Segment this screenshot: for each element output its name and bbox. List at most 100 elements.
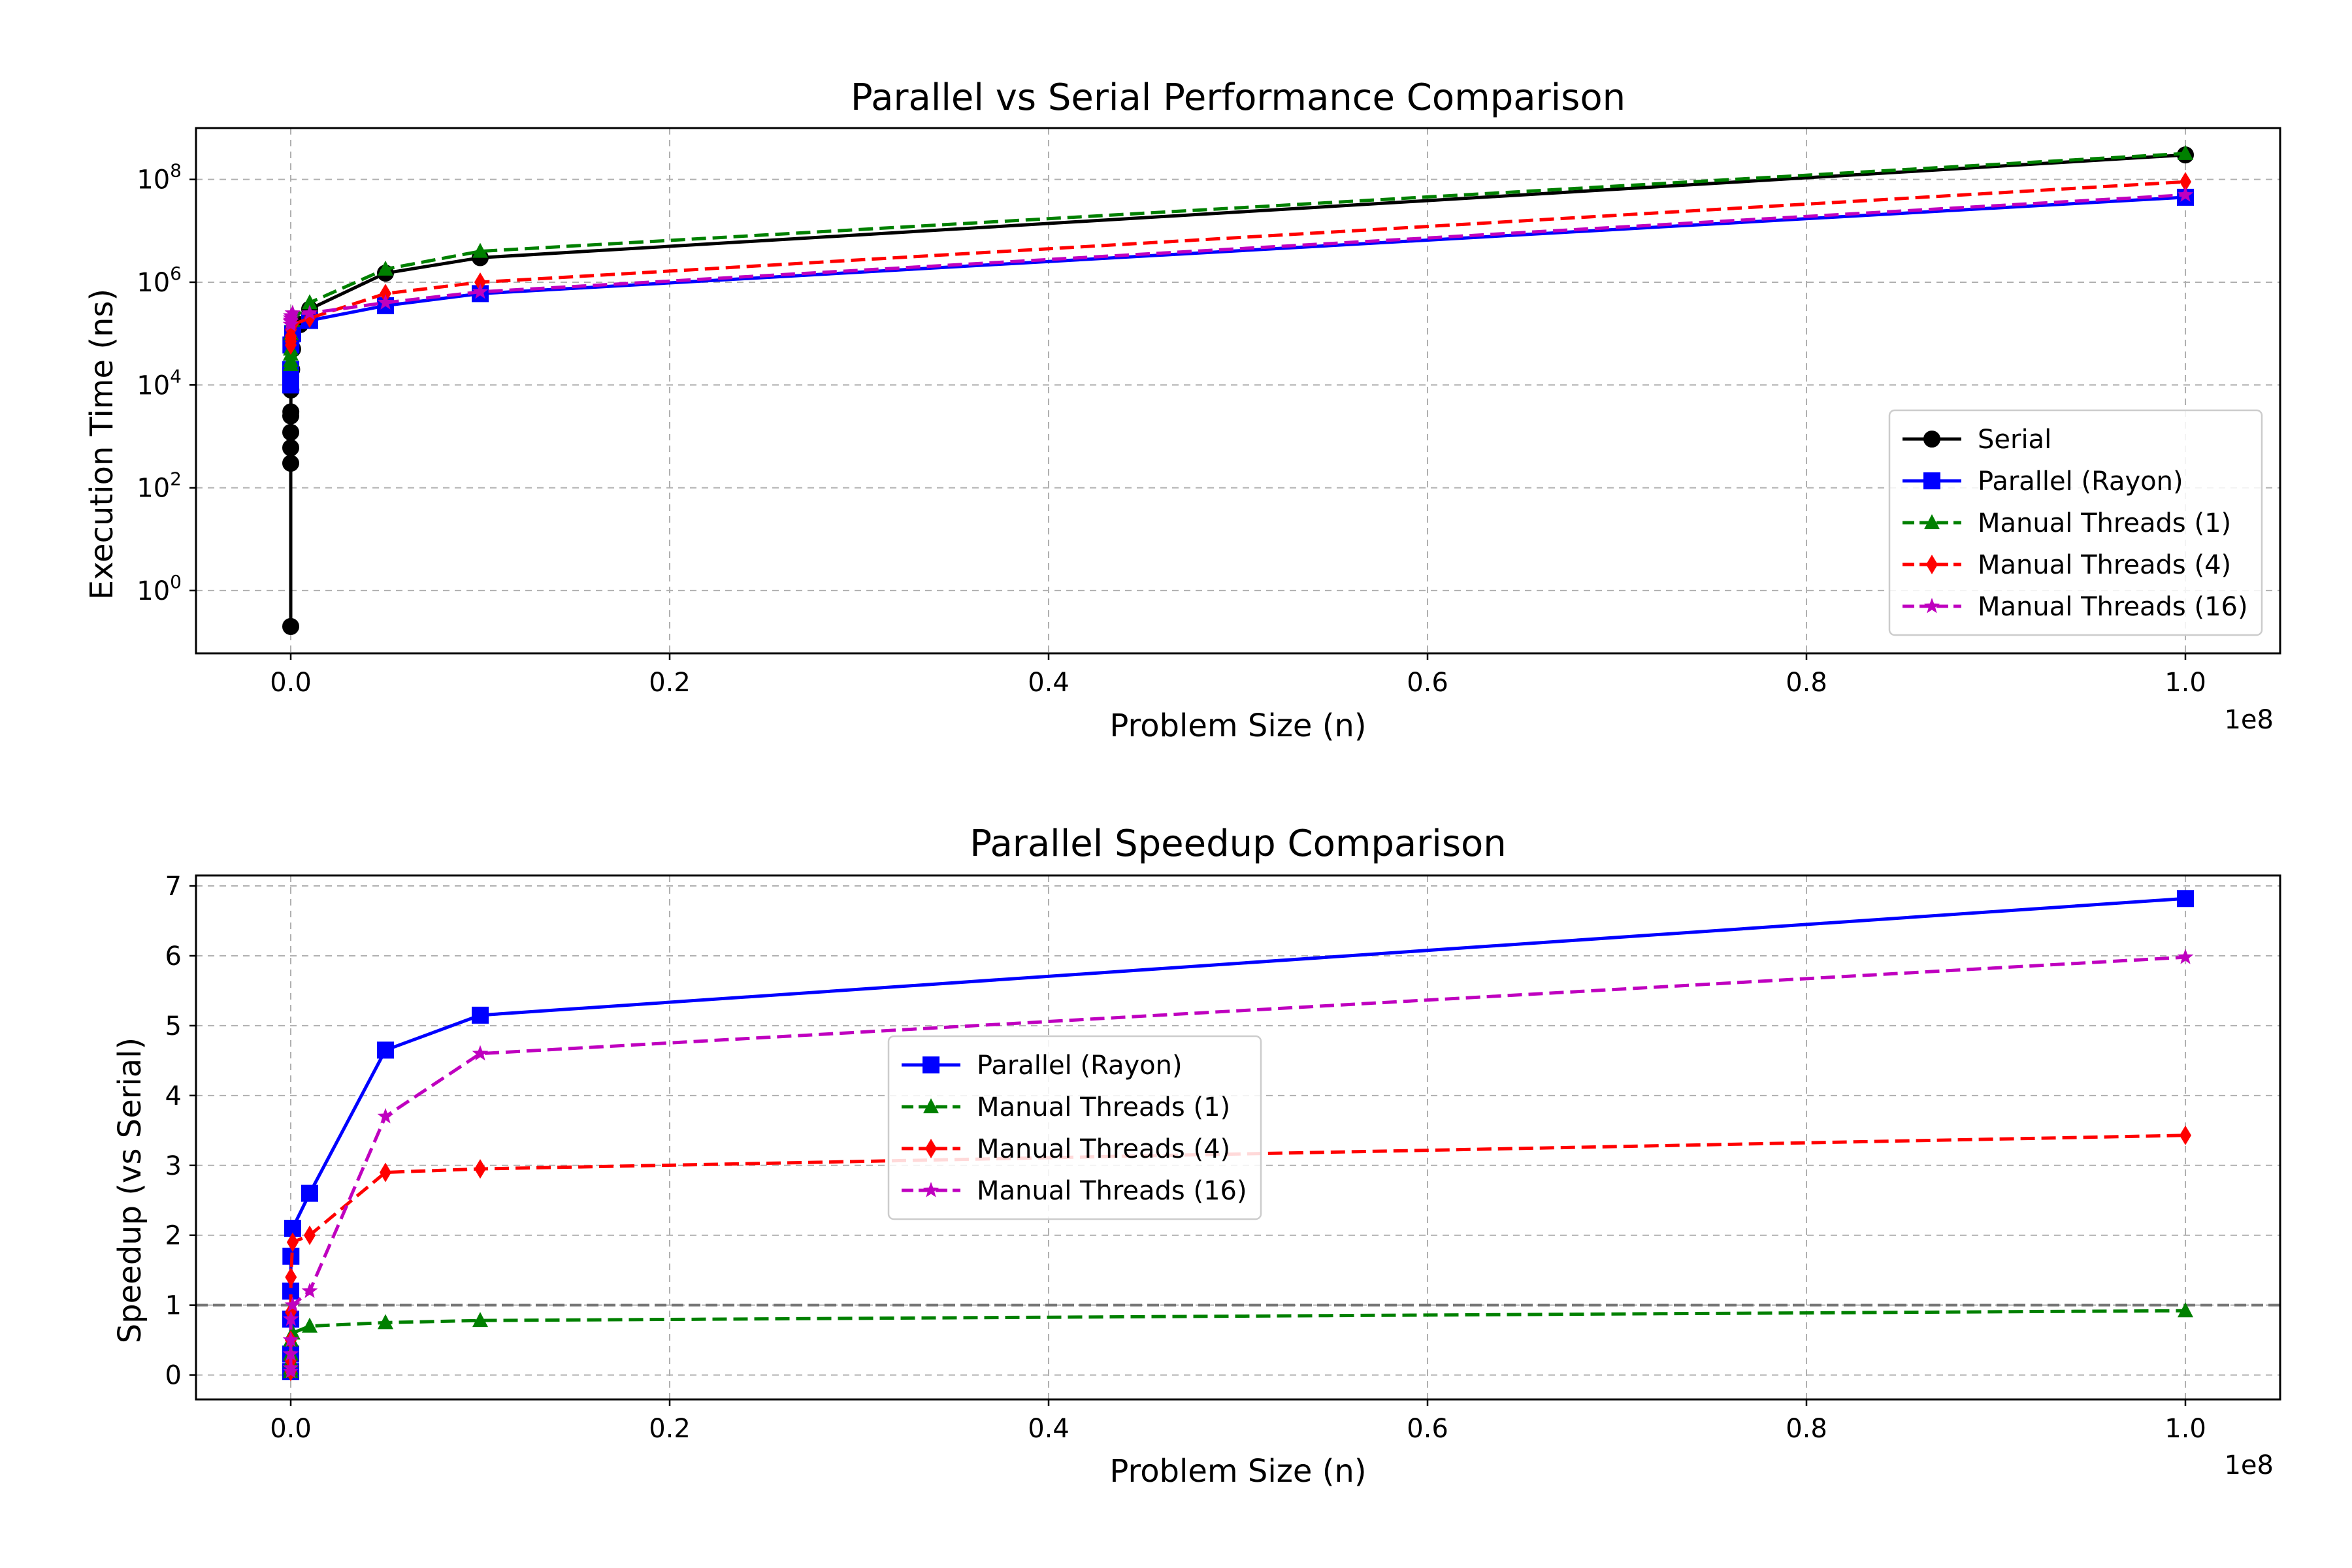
plot-frame: [195, 874, 2281, 1401]
data-point: [282, 439, 300, 457]
data-point: [472, 242, 488, 258]
legend-marker: [1926, 555, 1938, 574]
y-tick-label: 4: [165, 1081, 182, 1111]
y-tick-label: 0: [165, 1361, 182, 1391]
data-point: [301, 1184, 318, 1202]
x-tick-label: 1.0: [2164, 1414, 2206, 1444]
data-point: [282, 1359, 299, 1375]
legend-item: Parallel (Rayon): [1903, 466, 2183, 497]
y-tick-label: 7: [165, 872, 182, 902]
legend-item: Serial: [1903, 425, 2051, 455]
data-point: [380, 284, 391, 304]
data-point: [2178, 144, 2193, 160]
legend-marker: [923, 1056, 939, 1073]
legend-item: Manual Threads (1): [1903, 508, 2231, 538]
legend-item: Manual Threads (4): [1903, 550, 2231, 580]
legend-marker: [925, 1139, 937, 1158]
data-point: [284, 304, 301, 320]
x-axis-ticks: 0.0 0.2 0.4 0.6 0.8 1.0: [270, 1399, 2206, 1444]
legend-box: [1888, 409, 2263, 636]
x-tick-label: 0.6: [1407, 668, 1448, 698]
y-tick-label: 6: [165, 941, 182, 972]
y-tick-label: 100: [137, 571, 182, 606]
x-tick-label: 0.0: [270, 668, 312, 698]
legend-marker: [1923, 431, 1940, 448]
data-point: [2177, 949, 2194, 964]
legend-label: Manual Threads (16): [977, 1176, 1247, 1206]
data-point: [377, 1041, 394, 1059]
data-point: [2178, 1302, 2193, 1318]
x-tick-label: 0.8: [1786, 1414, 1827, 1444]
y-tick-label: 1: [165, 1291, 182, 1321]
legend: Parallel (Rayon) Manual Threads (1) Manual…: [887, 1035, 1262, 1220]
x-tick-label: 0.2: [649, 1414, 691, 1444]
legend-item: Manual Threads (4): [902, 1134, 1230, 1164]
y-tick-label: 104: [137, 365, 182, 400]
data-point: [474, 1159, 486, 1179]
data-point: [282, 403, 300, 421]
x-axis-ticks: 0.0 0.2 0.4 0.6 0.8 1.0: [270, 653, 2206, 698]
legend-marker: [923, 1098, 939, 1113]
plot-frame: [195, 127, 2281, 655]
x-tick-label: 1.0: [2164, 668, 2206, 698]
legend-marker: [923, 1182, 939, 1198]
chart-title: Parallel Speedup Comparison: [970, 823, 1507, 865]
data-point: [282, 1331, 299, 1347]
legend-label: Manual Threads (4): [977, 1134, 1230, 1164]
data-point: [472, 1006, 489, 1024]
x-tick-label: 0.4: [1028, 668, 1070, 698]
data-point: [304, 1225, 316, 1245]
y-tick-label: 5: [165, 1011, 182, 1041]
series-manual-threads-16: [282, 949, 2194, 1379]
legend-marker: [1924, 514, 1940, 529]
data-point: [282, 617, 300, 635]
data-point: [2177, 890, 2194, 907]
legend-item: Manual Threads (16): [1903, 592, 2248, 622]
legend-label: Manual Threads (1): [977, 1092, 1230, 1122]
legend-marker: [1923, 598, 1940, 613]
y-tick-label: 2: [165, 1221, 182, 1251]
data-point: [301, 1282, 318, 1298]
legend-label: Serial: [1978, 425, 2051, 455]
y-axis-label: Speedup (vs Serial): [112, 1037, 148, 1344]
x-axis-offset-label: 1e8: [2224, 1450, 2274, 1480]
legend-label: Parallel (Rayon): [977, 1051, 1183, 1081]
data-point: [284, 1296, 301, 1313]
data-point: [302, 1317, 318, 1333]
x-axis-label: Problem Size (n): [1109, 1453, 1366, 1490]
data-point: [2177, 186, 2194, 202]
data-point: [2180, 1125, 2191, 1145]
legend-item: Manual Threads (1): [902, 1092, 1230, 1122]
y-axis-label: Execution Time (ns): [84, 289, 120, 600]
legend-label: Manual Threads (16): [1978, 592, 2248, 622]
data-point: [377, 294, 394, 310]
legend-label: Parallel (Rayon): [1978, 466, 2183, 497]
legend-item: Manual Threads (16): [902, 1176, 1247, 1206]
data-point: [286, 1232, 299, 1252]
data-point: [282, 1345, 299, 1362]
series-manual-threads-4: [285, 172, 2191, 355]
x-axis-label: Problem Size (n): [1109, 708, 1366, 744]
data-point: [378, 260, 393, 276]
speedup-chart: Parallel Speedup Comparison Problem Size…: [112, 823, 2281, 1490]
y-tick-label: 106: [137, 263, 182, 298]
series-manual-threads-16: [282, 186, 2194, 332]
data-point: [380, 1162, 391, 1183]
x-tick-label: 0.6: [1407, 1414, 1448, 1444]
execution-time-chart: Parallel vs Serial Performance Compariso…: [84, 76, 2281, 744]
data-point: [285, 1267, 297, 1287]
data-point: [472, 1045, 489, 1061]
y-tick-label: 102: [137, 468, 182, 504]
x-tick-label: 0.2: [649, 668, 691, 698]
data-point: [284, 1220, 301, 1237]
data-point: [2180, 172, 2191, 192]
data-point: [301, 304, 318, 320]
legend-item: Parallel (Rayon): [902, 1051, 1183, 1081]
legend-box: [887, 1035, 1262, 1220]
data-point: [282, 455, 300, 472]
data-point: [377, 1107, 394, 1124]
legend-marker: [1923, 472, 1940, 489]
legend-label: Manual Threads (4): [1978, 550, 2231, 580]
